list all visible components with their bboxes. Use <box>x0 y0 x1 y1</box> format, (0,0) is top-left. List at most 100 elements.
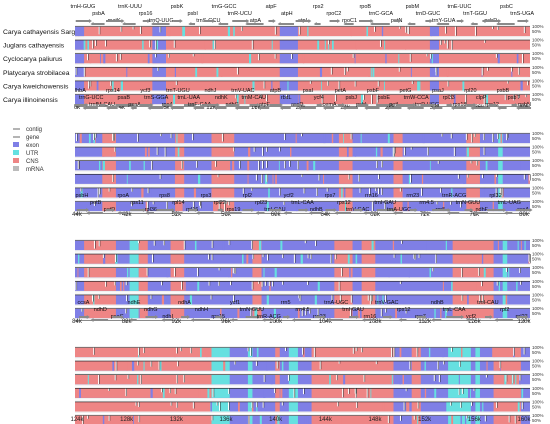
row-stripe <box>392 240 395 251</box>
row-stripe <box>143 201 145 212</box>
x-axis: 84k 88k 92k 96k 100k 104k 108k 112k 116k 120k <box>72 319 531 325</box>
row-region <box>175 187 185 198</box>
gene-label: rrn4.5 <box>419 200 433 206</box>
row-stripe <box>463 174 466 184</box>
row-stripe <box>517 347 520 358</box>
row-region <box>311 374 394 385</box>
species-label: Platycarya strobilacea <box>3 70 70 77</box>
gene-arrow-head <box>88 19 92 23</box>
identity-dips <box>98 26 526 36</box>
gene-arrow-head <box>461 315 465 319</box>
row-stripe <box>88 133 91 144</box>
row-stripe <box>222 240 225 251</box>
gene-arrow-head <box>305 208 309 212</box>
row-stripe <box>466 147 469 157</box>
gene-label: ndhB <box>310 207 323 213</box>
row-stripe <box>324 40 326 50</box>
gene-label: psbF <box>367 88 380 94</box>
gene-label: ndhA <box>178 300 191 306</box>
gene-label: psbM <box>406 4 420 10</box>
row-stripe <box>102 147 105 157</box>
row-stripe <box>193 187 197 198</box>
identity-dips <box>87 53 524 64</box>
row-region <box>288 374 298 385</box>
x-axis: 124k 128k 132k 136k 140k 144k 148k 152k 156k 160k <box>70 417 531 423</box>
gene-label: trnI-GAU <box>374 200 396 206</box>
gene-arrow-head <box>279 106 283 110</box>
row-stripe <box>174 294 176 305</box>
row-stripe <box>120 80 124 91</box>
row-region <box>247 388 253 398</box>
row-region <box>466 201 480 212</box>
gene-arrow-head <box>525 19 529 23</box>
gene-arrow-head <box>299 103 303 107</box>
gene-label: trnF-GAA <box>188 102 212 108</box>
gene-arrow-head <box>82 106 86 110</box>
row-region <box>452 240 494 251</box>
x-tick-label: 72k <box>420 212 431 218</box>
row-stripe <box>331 133 334 144</box>
row-stripe <box>281 361 284 371</box>
row-stripe <box>174 67 176 77</box>
y-tick-100: 100% <box>532 292 544 297</box>
row-stripe <box>373 294 376 305</box>
row-stripe <box>434 308 436 319</box>
row-stripe <box>148 147 150 157</box>
row-stripe <box>238 401 240 412</box>
row-stripe <box>174 174 176 184</box>
row-stripe <box>485 160 488 171</box>
gene-arrow-head <box>147 19 151 23</box>
row-stripe <box>366 26 369 37</box>
gene-arrow-head <box>230 318 234 322</box>
row-region <box>75 80 85 91</box>
gene-label: atpE <box>259 102 271 108</box>
gene-label: atpH <box>281 11 293 17</box>
gene-arrow-head <box>155 315 159 319</box>
gene-arrow-head <box>447 208 451 212</box>
gene-arrow-head <box>196 211 200 215</box>
gene-label: rpl20 <box>464 88 476 94</box>
identity-dips <box>112 174 531 184</box>
row-stripe <box>256 347 259 358</box>
row-stripe <box>79 388 81 398</box>
row-region <box>75 361 212 371</box>
gene-label: trnA-UGC <box>387 207 411 213</box>
row-stripe <box>355 40 357 50</box>
row-region <box>170 267 185 278</box>
gene-label: ndhI <box>162 314 173 320</box>
row-region <box>211 374 230 385</box>
x-tick-label: 8k <box>163 105 170 111</box>
row-stripe <box>80 187 83 198</box>
legend-CNS-label: CNS <box>26 159 39 165</box>
row-stripe <box>263 388 266 398</box>
row-stripe <box>145 201 148 212</box>
row-region <box>175 147 185 157</box>
gene-label: psbA <box>92 11 105 17</box>
gene-arrow-head <box>161 318 165 322</box>
row-stripe <box>440 308 442 319</box>
x-tick-label: 100k <box>269 319 283 325</box>
row-stripe <box>429 267 432 278</box>
row-stripe <box>272 174 274 184</box>
identity-dips <box>235 94 527 105</box>
row-stripe <box>198 388 201 398</box>
row-region <box>211 201 235 212</box>
x-tick-label: 44k <box>72 212 83 218</box>
row-stripe <box>123 281 125 291</box>
gene-label: rrn4.5 <box>295 307 309 313</box>
gene-arrow-head <box>504 211 508 215</box>
row-stripe <box>343 187 346 198</box>
x-tick-label: 4k <box>119 105 126 111</box>
y-tick-50: 50% <box>532 377 541 382</box>
row-stripe <box>337 294 340 305</box>
panel-1: trnH-GUGpsbAmatKtrnK-UUUrps16trnQ-UUGpsb… <box>3 4 544 111</box>
row-stripe <box>370 67 372 77</box>
row-stripe <box>174 347 176 358</box>
row-stripe <box>408 174 411 184</box>
gene-arrow-head <box>385 106 389 110</box>
gene-arrow-head <box>423 315 427 319</box>
row-region <box>288 347 298 358</box>
row-region <box>84 281 116 291</box>
row-region <box>152 67 166 77</box>
